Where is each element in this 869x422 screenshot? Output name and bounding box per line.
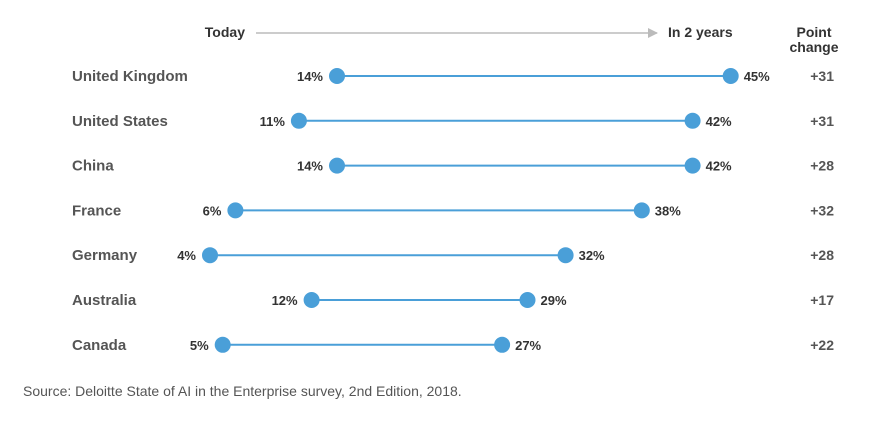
point-change-value: +32 [810, 202, 834, 218]
today-dot [227, 202, 244, 219]
today-value-label: 11% [260, 114, 286, 129]
point-change-value: +17 [810, 292, 834, 308]
future-dot [494, 336, 511, 353]
future-value-label: 45% [744, 69, 770, 84]
future-dot [519, 292, 536, 308]
point-change-header-line2: change [789, 39, 838, 55]
today-header: Today [205, 24, 245, 40]
future-value-label: 42% [706, 159, 732, 174]
today-value-label: 6% [203, 203, 222, 218]
point-change-value: +28 [810, 247, 834, 263]
today-dot [303, 292, 320, 308]
today-dot [329, 157, 345, 174]
today-value-label: 14% [297, 159, 323, 174]
future-header: In 2 years [668, 24, 733, 40]
future-dot [722, 68, 739, 84]
future-value-label: 32% [579, 248, 605, 263]
dumbbell-chart: Today In 2 years Point change United Kin… [72, 24, 839, 354]
point-change-value: +31 [810, 113, 834, 129]
country-label: United States [72, 113, 168, 130]
point-change-value: +28 [810, 158, 834, 174]
future-dot [684, 112, 701, 129]
point-change-header-line1: Point [797, 24, 832, 40]
source-note: Source: Deloitte State of AI in the Ente… [23, 383, 462, 399]
future-value-label: 29% [541, 293, 567, 308]
today-dot [202, 247, 218, 264]
country-label: France [72, 202, 121, 219]
future-value-label: 38% [655, 203, 681, 218]
today-value-label: 14% [297, 69, 323, 84]
future-value-label: 42% [706, 114, 732, 129]
country-label: Canada [72, 337, 127, 354]
today-dot [214, 336, 231, 353]
country-label: China [72, 158, 114, 175]
country-label: Australia [72, 292, 137, 309]
country-label: Germany [72, 247, 138, 264]
point-change-value: +31 [810, 68, 834, 84]
today-dot [329, 68, 345, 84]
country-label: United Kingdom [72, 68, 188, 85]
today-dot [290, 112, 307, 129]
chart-rows: United Kingdom 14% 45% +31 United States 11% 4… [72, 68, 834, 354]
today-value-label: 5% [190, 338, 209, 353]
today-value-label: 12% [272, 293, 298, 308]
future-dot [684, 157, 701, 174]
future-dot [633, 202, 650, 219]
point-change-value: +22 [810, 337, 834, 353]
today-value-label: 4% [177, 248, 196, 263]
future-dot [557, 247, 574, 264]
future-value-label: 27% [515, 338, 541, 353]
